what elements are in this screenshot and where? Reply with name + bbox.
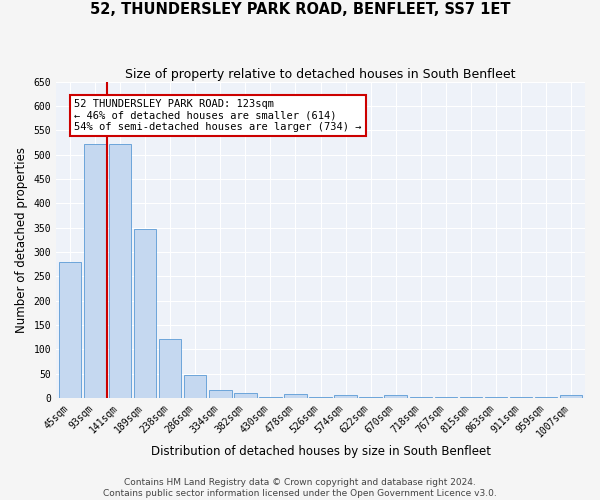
Title: Size of property relative to detached houses in South Benfleet: Size of property relative to detached ho… — [125, 68, 516, 80]
Text: 52 THUNDERSLEY PARK ROAD: 123sqm
← 46% of detached houses are smaller (614)
54% : 52 THUNDERSLEY PARK ROAD: 123sqm ← 46% o… — [74, 98, 362, 132]
Bar — [334, 395, 357, 398]
Bar — [109, 144, 131, 398]
Bar — [134, 229, 157, 398]
Bar — [560, 396, 583, 398]
Text: Contains HM Land Registry data © Crown copyright and database right 2024.
Contai: Contains HM Land Registry data © Crown c… — [103, 478, 497, 498]
Bar — [184, 374, 206, 398]
Bar — [284, 394, 307, 398]
Text: 52, THUNDERSLEY PARK ROAD, BENFLEET, SS7 1ET: 52, THUNDERSLEY PARK ROAD, BENFLEET, SS7… — [90, 2, 510, 18]
Bar — [259, 397, 281, 398]
Bar — [385, 396, 407, 398]
Bar — [234, 392, 257, 398]
Bar — [209, 390, 232, 398]
Bar — [59, 262, 81, 398]
Bar — [159, 338, 181, 398]
X-axis label: Distribution of detached houses by size in South Benfleet: Distribution of detached houses by size … — [151, 444, 491, 458]
Y-axis label: Number of detached properties: Number of detached properties — [15, 147, 28, 333]
Bar — [83, 144, 106, 398]
